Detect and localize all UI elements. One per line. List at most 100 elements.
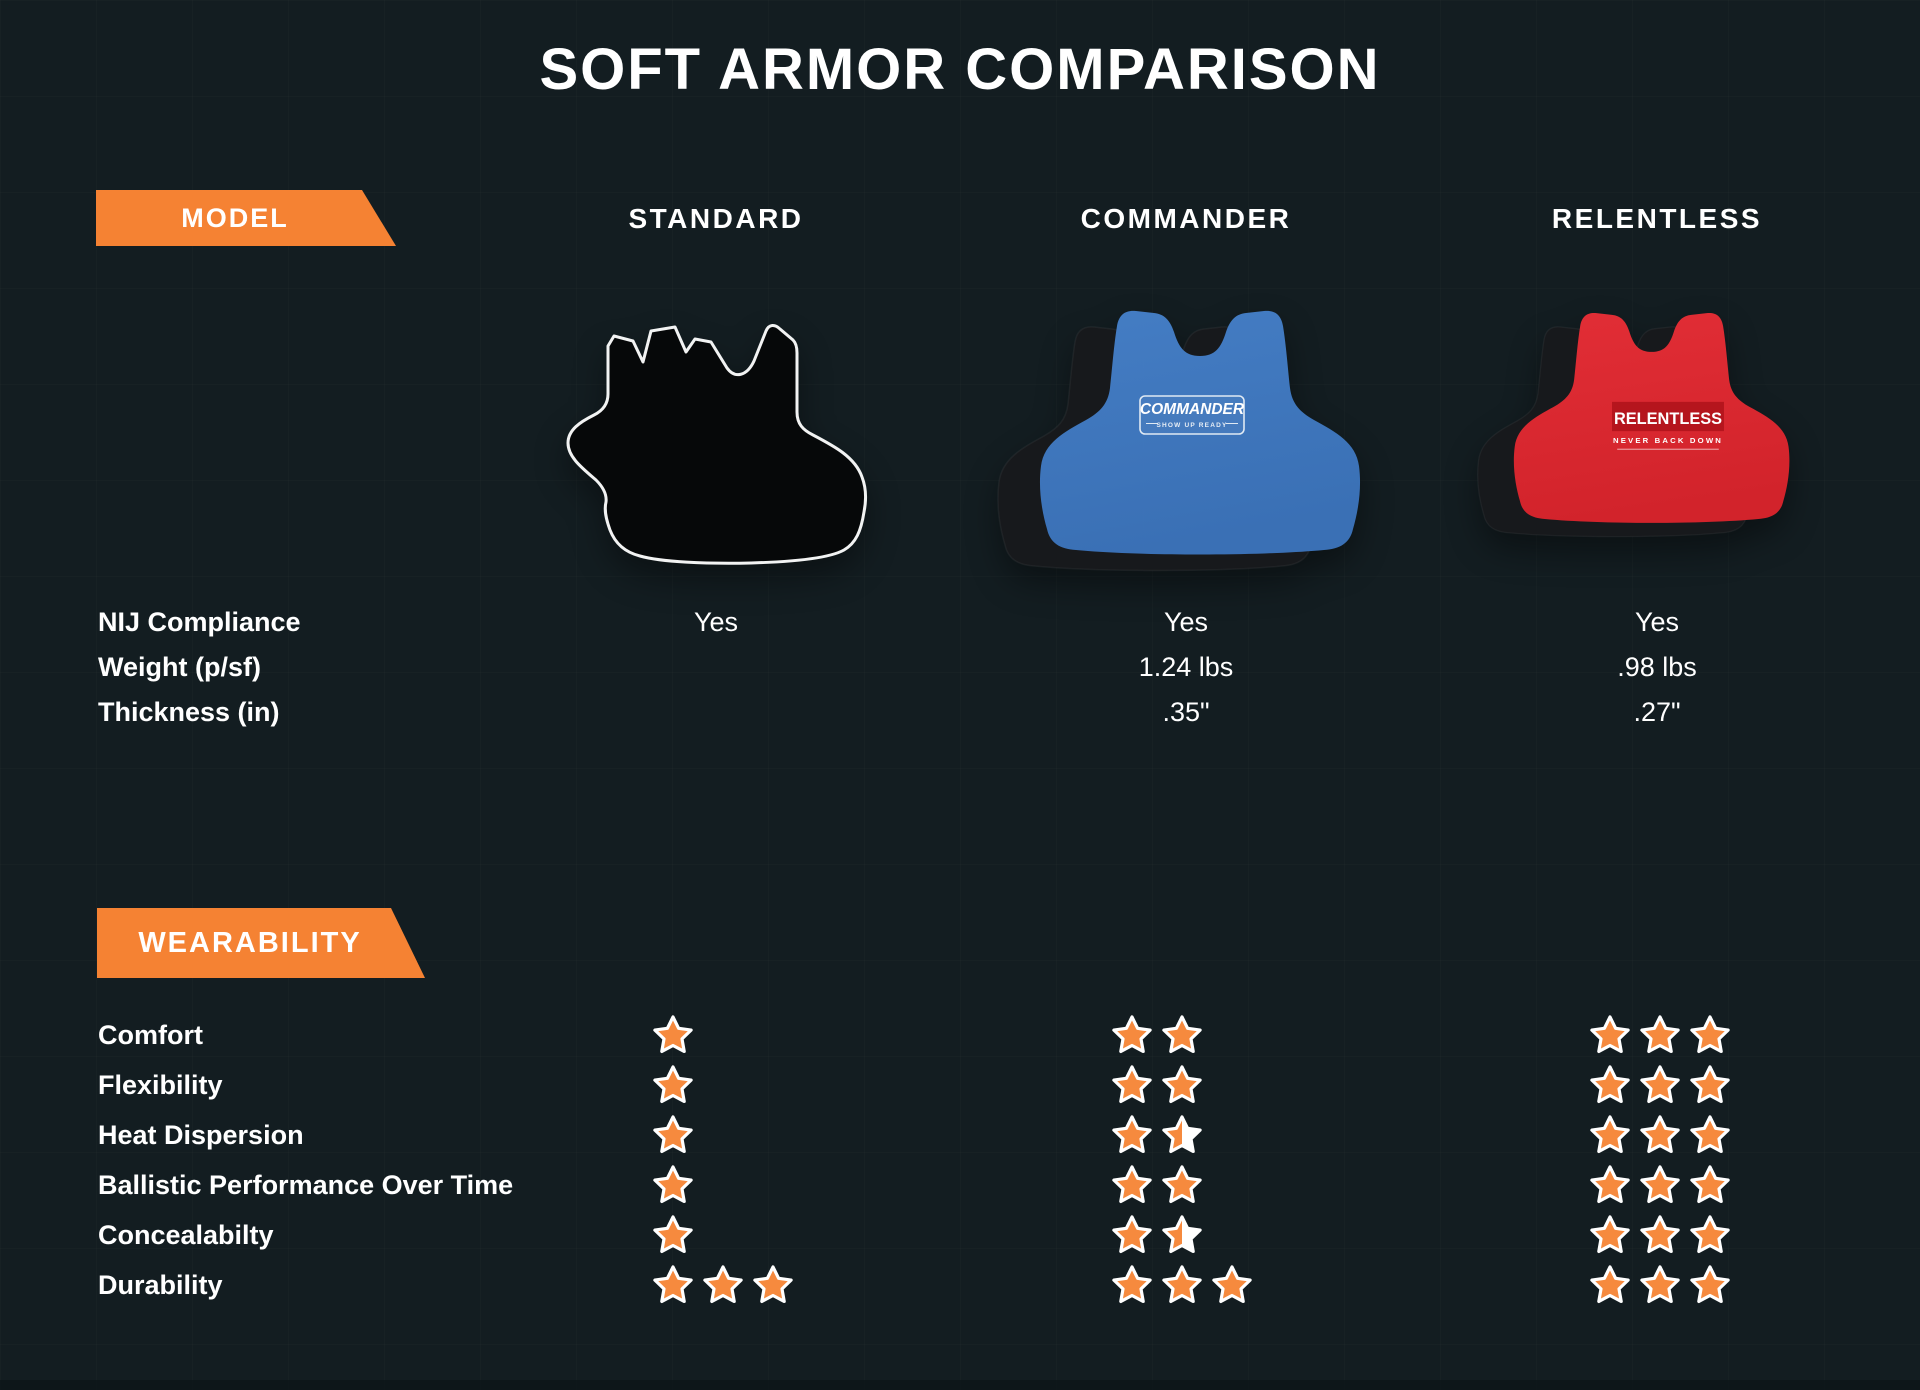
star-icon <box>1690 1065 1730 1104</box>
star-rating <box>1112 1015 1202 1055</box>
star-icon <box>1590 1215 1630 1254</box>
relentless-patch: RELENTLESS NEVER BACK DOWN <box>1612 401 1724 450</box>
star-icon <box>1690 1115 1730 1154</box>
commander-patch-title: COMMANDER <box>1140 401 1245 418</box>
star-rating <box>653 1165 693 1205</box>
star-icon <box>1640 1265 1680 1304</box>
star-icon <box>1690 1215 1730 1254</box>
rating-row-label: Flexibility <box>98 1070 223 1100</box>
rating-row-label: Durability <box>98 1270 223 1300</box>
star-icon <box>1112 1165 1152 1204</box>
rating-row-label: Ballistic Performance Over Time <box>98 1170 514 1200</box>
half-star-icon <box>1162 1115 1202 1154</box>
commander-vest-image: COMMANDER SHOW UP READY <box>997 310 1361 572</box>
spec-row-label: NIJ Compliance <box>98 607 301 637</box>
spec-row-label: Thickness (in) <box>98 697 280 727</box>
spec-value: .35" <box>1162 697 1210 727</box>
rating-row-label: Heat Dispersion <box>98 1120 304 1150</box>
star-icon <box>1162 1065 1202 1104</box>
relentless-patch-title: RELENTLESS <box>1614 410 1722 428</box>
commander-patch-tagline: SHOW UP READY <box>1156 422 1227 429</box>
wearability-section-badge: WEARABILITY <box>97 908 425 978</box>
star-icon <box>1690 1015 1730 1054</box>
rating-row: Comfort <box>0 1015 1920 1055</box>
star-icon <box>703 1265 743 1304</box>
star-icon <box>1590 1115 1630 1154</box>
star-rating <box>1590 1265 1730 1305</box>
column-header-relentless: RELENTLESS <box>1551 203 1763 234</box>
spec-value: Yes <box>1163 607 1209 637</box>
rating-row: Durability <box>0 1265 1920 1305</box>
rating-row: Concealabilty <box>0 1215 1920 1255</box>
star-rating <box>1590 1165 1730 1205</box>
relentless-vest-image: RELENTLESS NEVER BACK DOWN <box>1477 313 1790 538</box>
wearability-badge-label: WEARABILITY <box>138 926 362 959</box>
star-rating <box>1590 1215 1730 1255</box>
spec-value: Yes <box>693 607 739 637</box>
star-icon <box>1690 1265 1730 1304</box>
star-icon <box>653 1065 693 1104</box>
star-icon <box>1590 1065 1630 1104</box>
star-icon <box>1640 1165 1680 1204</box>
commander-patch: COMMANDER SHOW UP READY <box>1139 395 1245 435</box>
star-rating <box>653 1065 693 1105</box>
star-icon <box>1590 1015 1630 1054</box>
star-rating <box>1590 1065 1730 1105</box>
column-header-commander: COMMANDER <box>1080 203 1292 234</box>
star-rating <box>1112 1265 1252 1305</box>
spec-value: 1.24 lbs <box>1138 652 1234 682</box>
star-rating <box>1590 1015 1730 1055</box>
half-star-icon <box>1162 1215 1202 1254</box>
spec-value: Yes <box>1634 607 1680 637</box>
star-rating <box>1112 1215 1202 1255</box>
page-title: SOFT ARMOR COMPARISON <box>539 37 1381 102</box>
star-icon <box>1162 1165 1202 1204</box>
star-rating <box>1112 1115 1202 1155</box>
star-rating <box>1112 1065 1202 1105</box>
column-header-standard: STANDARD <box>628 203 804 234</box>
model-badge-label: MODEL <box>181 202 289 233</box>
model-section-badge: MODEL <box>96 190 396 246</box>
star-rating <box>1112 1165 1202 1205</box>
star-icon <box>1590 1165 1630 1204</box>
spec-value: .27" <box>1633 697 1681 727</box>
star-icon <box>1640 1065 1680 1104</box>
star-icon <box>653 1165 693 1204</box>
star-rating <box>653 1215 693 1255</box>
star-icon <box>1590 1265 1630 1304</box>
star-icon <box>1162 1015 1202 1054</box>
rating-row: Ballistic Performance Over Time <box>0 1165 1920 1205</box>
star-icon <box>1112 1115 1152 1154</box>
rating-row-label: Concealabilty <box>98 1220 274 1250</box>
star-icon <box>653 1115 693 1154</box>
spec-row-label: Weight (p/sf) <box>98 652 261 682</box>
spec-row: Thickness (in) .35" .27" <box>0 692 1920 732</box>
star-icon <box>1112 1265 1152 1304</box>
star-rating <box>653 1115 693 1155</box>
blue-vest-body <box>1039 310 1361 555</box>
star-rating <box>653 1015 693 1055</box>
relentless-patch-tagline: NEVER BACK DOWN <box>1613 436 1723 445</box>
star-icon <box>1690 1165 1730 1204</box>
star-icon <box>1212 1265 1252 1304</box>
spec-row: Weight (p/sf) 1.24 lbs .98 lbs <box>0 647 1920 687</box>
star-icon <box>653 1215 693 1254</box>
spec-value: .98 lbs <box>1617 652 1697 682</box>
bottom-edge-strip <box>0 1380 1920 1390</box>
standard-vest-image <box>566 324 868 565</box>
star-icon <box>653 1015 693 1054</box>
star-icon <box>1112 1065 1152 1104</box>
spec-row: NIJ Compliance Yes Yes Yes <box>0 602 1920 642</box>
star-icon <box>653 1265 693 1304</box>
star-icon <box>1112 1215 1152 1254</box>
star-icon <box>753 1265 793 1304</box>
star-rating <box>1590 1115 1730 1155</box>
star-rating <box>653 1265 793 1305</box>
star-icon <box>1640 1115 1680 1154</box>
star-icon <box>1640 1015 1680 1054</box>
star-icon <box>1112 1015 1152 1054</box>
rating-row-label: Comfort <box>98 1020 203 1050</box>
rating-row: Heat Dispersion <box>0 1115 1920 1155</box>
star-icon <box>1640 1215 1680 1254</box>
